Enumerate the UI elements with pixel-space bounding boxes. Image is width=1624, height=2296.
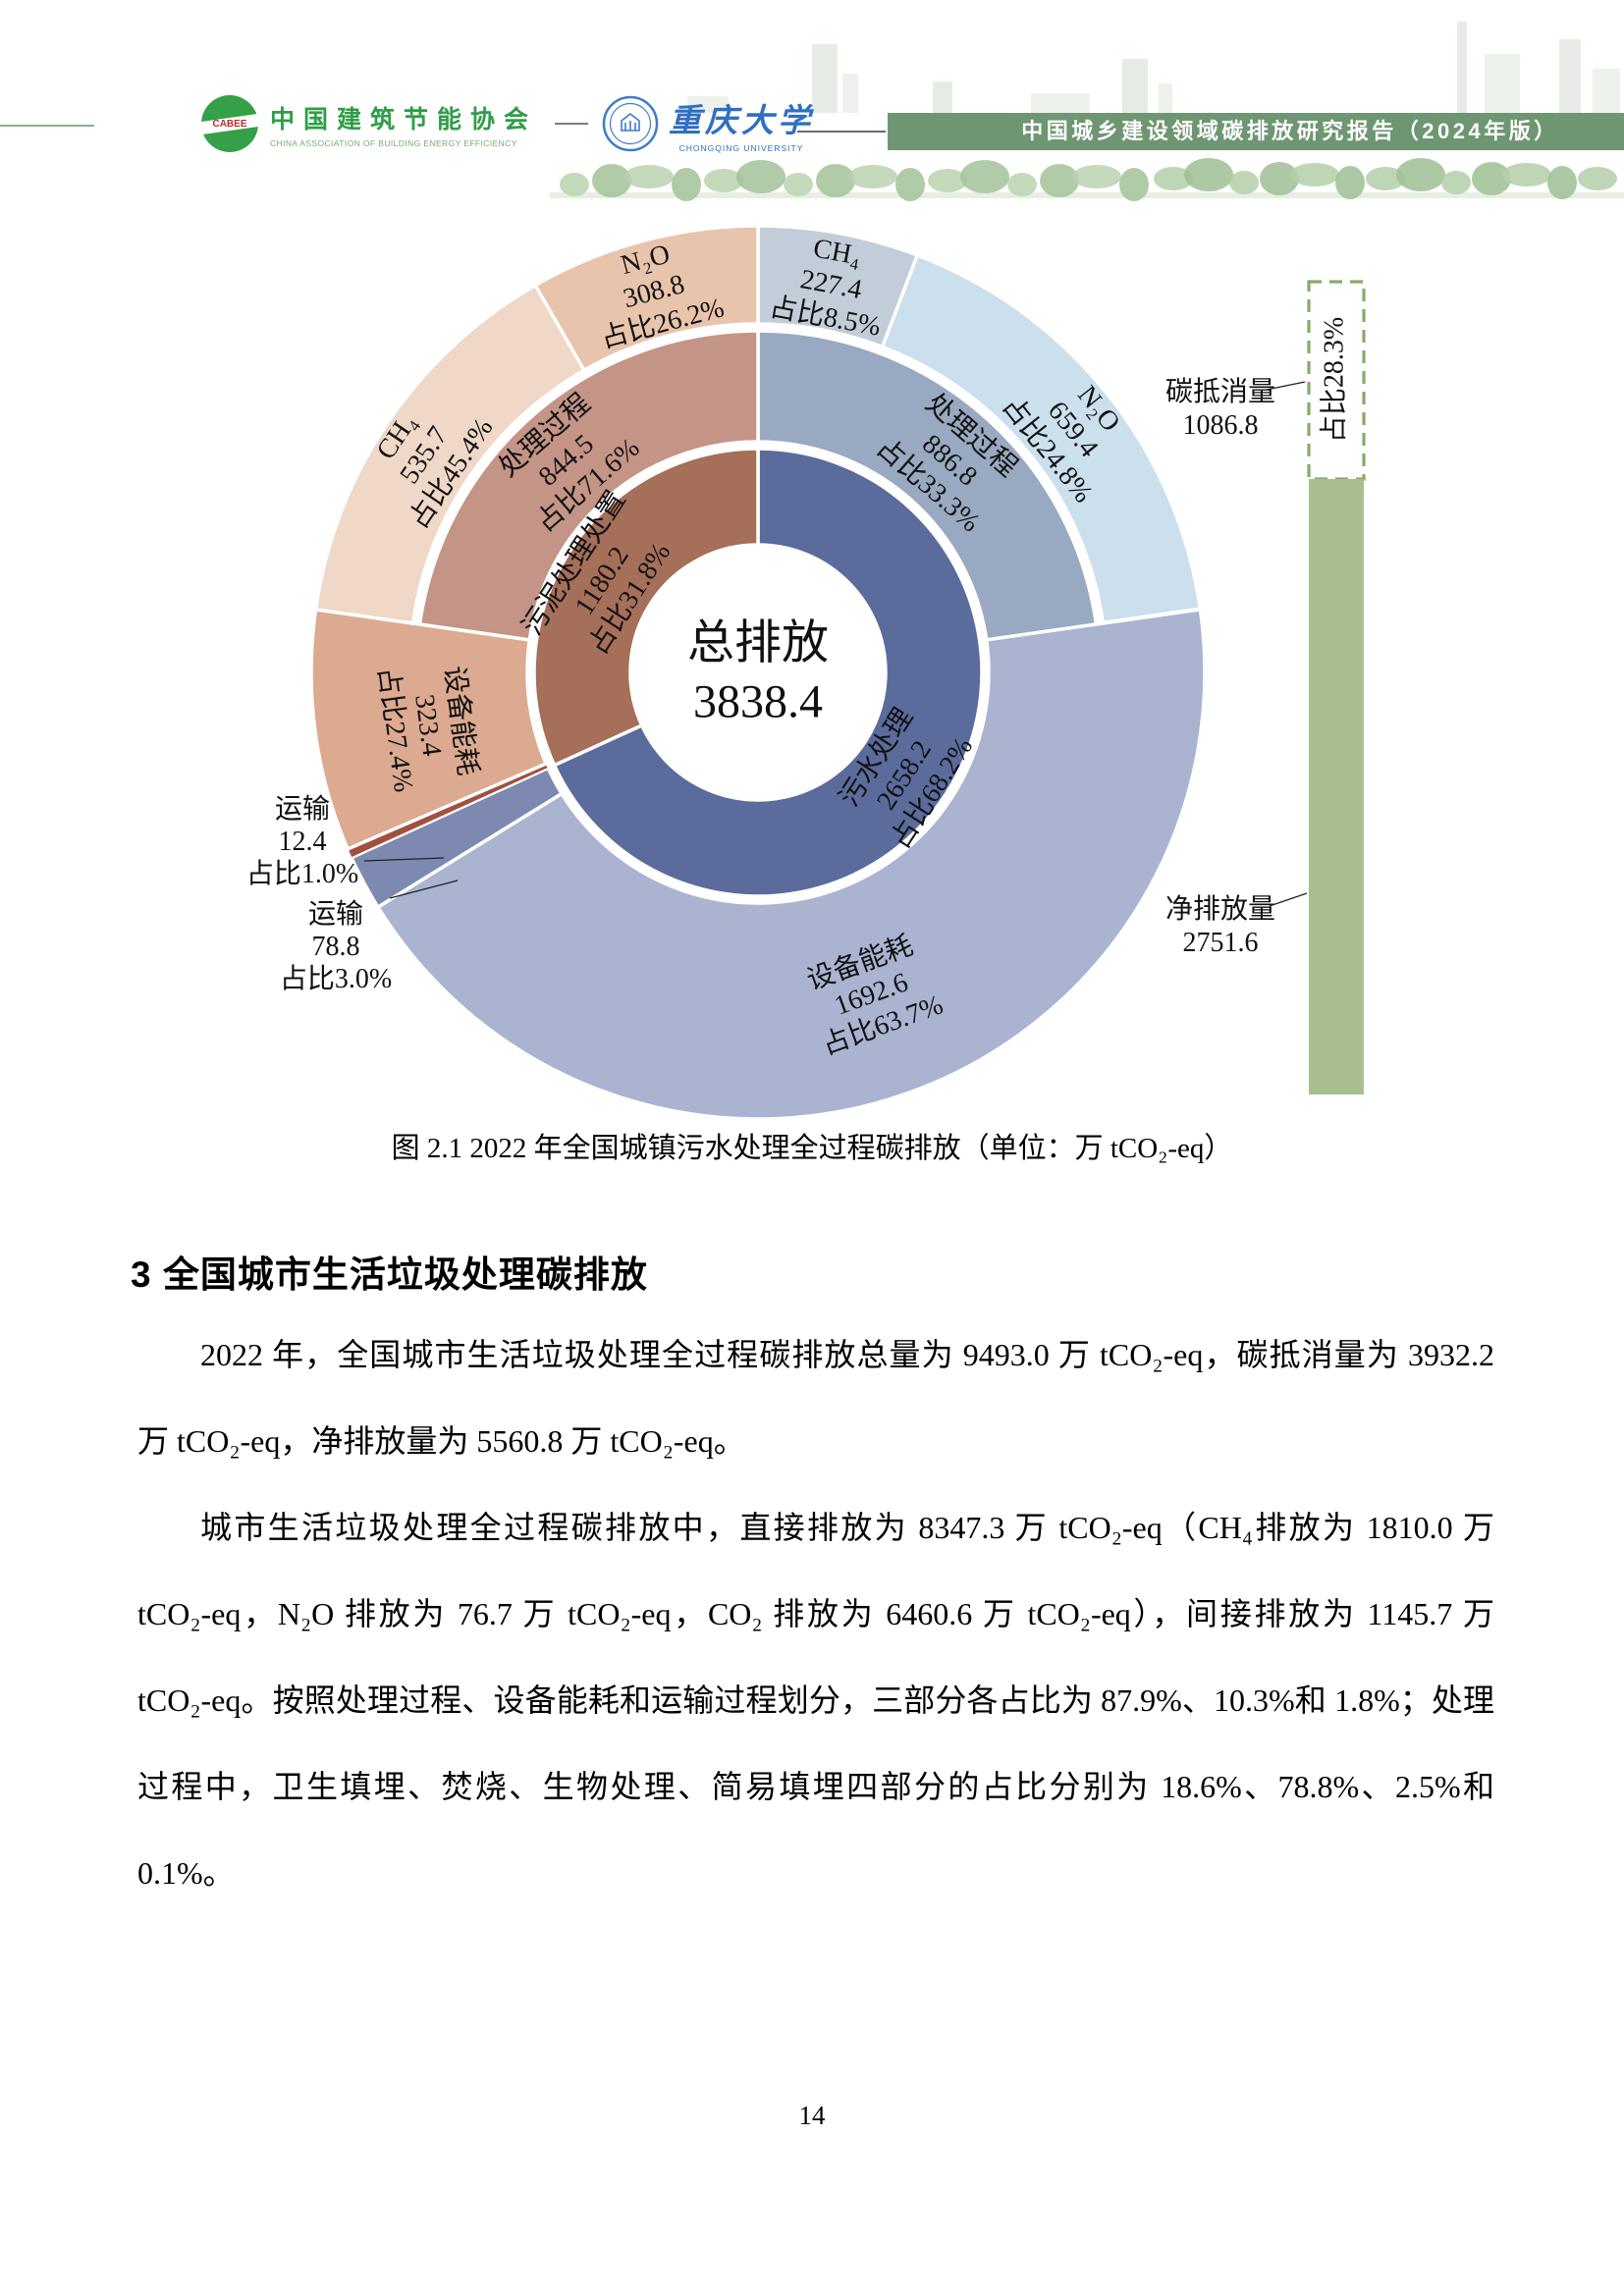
segment-ww-energy <box>375 607 1207 1121</box>
paragraph-2: 城市生活垃圾处理全过程碳排放中，直接排放为 8347.3 万 tCO₂-eq（C… <box>137 1510 1494 1891</box>
paragraph-1: 2022 年，全国城市生活垃圾处理全过程碳排放总量为 9493.0 万 tCO₂… <box>137 1337 1494 1459</box>
leader-line-sl-transport <box>363 857 445 862</box>
cabee-logo: CABEE <box>198 95 261 152</box>
logo-separator <box>555 123 589 125</box>
page-number: 14 <box>798 2101 826 2130</box>
banner-connector <box>797 131 886 133</box>
net-amount-value: 2751.6 <box>1183 928 1259 958</box>
center-circle <box>630 545 886 800</box>
cabee-name-en: CHINA ASSOCIATION OF BUILDING ENERGY EFF… <box>270 137 517 148</box>
page-header: CABEE 中国建筑节能协会 CHINA ASSOCIATION OF BUIL… <box>98 94 814 153</box>
section-3-heading: 3 全国城市生活垃圾处理碳排放 <box>131 1255 648 1295</box>
figure-2-1-chart: 总排放 3838.4 污水处理2658.2占比68.2% 污泥处理处置1180.2占比… <box>0 147 1624 1139</box>
net-leader-line <box>1269 892 1308 907</box>
report-title-banner: 中国城乡建设领域碳排放研究报告（2024年版） <box>888 113 1624 150</box>
segment-ww-n2o <box>880 252 1203 625</box>
section-3-body: 2022 年，全国城市生活垃圾处理全过程碳排放总量为 9493.0 万 tCO₂… <box>137 1311 1494 1916</box>
segment-sl-process <box>417 329 760 642</box>
offset-ratio-label: 占比28.3% <box>1318 317 1349 443</box>
emissions-sunburst: 总排放 3838.4污水处理2658.2占比68.2%污泥处理处置1180.2占比… <box>246 224 1366 1121</box>
cqu-name-cn: 重庆大学 <box>669 104 815 139</box>
cabee-name-cn: 中国建筑节能协会 <box>270 105 538 133</box>
cqu-name: 重庆大学 CHONGQING UNIVERSITY <box>669 94 814 153</box>
total-emissions-label: 总排放 3838.4 <box>687 617 829 728</box>
figure-caption: 图 2.1 2022 年全国城镇污水处理全过程碳排放（单位：万 tCO₂-eq） <box>391 1133 1233 1164</box>
net-bar <box>1309 479 1364 1095</box>
offset-amount-value: 1086.8 <box>1183 410 1259 441</box>
offset-amount-label: 碳抵消量 <box>1165 376 1275 407</box>
cabee-name: 中国建筑节能协会 CHINA ASSOCIATION OF BUILDING E… <box>270 100 537 148</box>
cqu-seal-icon <box>602 95 659 152</box>
net-amount-label: 净排放量 <box>1165 893 1275 925</box>
label-sl-transport: 运输 12.4 占比1.0% <box>246 793 358 889</box>
leader-line-ww-transport <box>389 880 459 899</box>
header-rule <box>0 125 94 127</box>
label-ww-transport: 运输 78.8 占比3.0% <box>280 898 392 994</box>
cqu-name-en: CHONGQING UNIVERSITY <box>678 143 804 153</box>
segment-sl-n2o <box>532 224 760 373</box>
segment-ww-process <box>756 329 1099 642</box>
cabee-abbr: CABEE <box>212 119 247 130</box>
report-title: 中国城乡建设领域碳排放研究报告（2024年版） <box>1021 119 1559 143</box>
offset-leader-line <box>1266 381 1306 391</box>
